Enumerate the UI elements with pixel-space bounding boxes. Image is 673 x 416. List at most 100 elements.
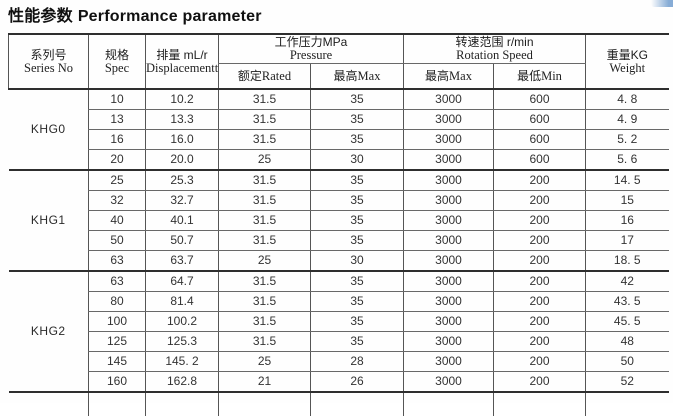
- data-cell: 600: [492, 149, 586, 171]
- header-spec: 规格 Spec: [88, 34, 146, 90]
- data-cell: 48: [585, 331, 669, 352]
- data-cell: 200: [492, 230, 586, 251]
- data-cell: 30: [310, 149, 404, 171]
- data-cell: 31.5: [218, 210, 311, 231]
- header-rotation-min: 最低Min: [492, 63, 586, 90]
- data-cell: 4. 9: [585, 109, 669, 130]
- series-cell: KHG1: [8, 170, 89, 272]
- data-cell: 200: [492, 271, 586, 292]
- data-cell: 35: [310, 271, 404, 292]
- table-row: 80 81.4 31.5 35 3000 200 43. 5: [9, 291, 669, 312]
- data-cell: 162.8: [145, 371, 219, 393]
- table-row: 16 16.0 31.5 35 3000 600 5. 2: [9, 129, 669, 150]
- data-cell: 3000: [403, 271, 494, 292]
- data-cell: 100: [88, 311, 146, 332]
- data-cell: 25: [218, 250, 311, 272]
- data-cell: 63.7: [145, 250, 219, 272]
- data-cell: 20: [88, 149, 146, 171]
- empty-cell: [585, 392, 669, 416]
- data-cell: 35: [310, 109, 404, 130]
- data-cell: 3000: [403, 170, 494, 191]
- table-row: 160 162.8 21 26 3000 200 52: [9, 371, 669, 393]
- data-cell: 63: [88, 250, 146, 272]
- data-cell: 20.0: [145, 149, 219, 171]
- data-cell: 15: [585, 190, 669, 211]
- data-cell: 125.3: [145, 331, 219, 352]
- empty-cell: [310, 392, 404, 416]
- data-cell: 31.5: [218, 190, 311, 211]
- header-rotation-max: 最高Max: [403, 63, 494, 90]
- data-cell: 31.5: [218, 271, 311, 292]
- series-cell: KHG0: [8, 89, 89, 171]
- data-cell: 16.0: [145, 129, 219, 150]
- data-cell: 35: [310, 230, 404, 251]
- header-pressure-max: 最高Max: [310, 63, 404, 90]
- data-cell: 28: [310, 351, 404, 372]
- empty-cell: [88, 392, 146, 416]
- data-cell: 200: [492, 311, 586, 332]
- table-row: 13 13.3 31.5 35 3000 600 4. 9: [9, 109, 669, 130]
- header-displacement: 排量 mL/r Displacementt: [145, 34, 219, 90]
- empty-cell: [218, 392, 311, 416]
- table-row: 125 125.3 31.5 35 3000 200 48: [9, 331, 669, 352]
- data-cell: 30: [310, 250, 404, 272]
- table-row: 63 63.7 25 30 3000 200 18. 5: [9, 250, 669, 272]
- header-pressure-group: 工作压力MPa Pressure: [218, 34, 404, 64]
- page-title-en: Performance parameter: [77, 8, 262, 25]
- data-cell: 52: [585, 371, 669, 393]
- data-cell: 18. 5: [585, 250, 669, 272]
- scan-artifact-mark: [651, 0, 673, 7]
- data-cell: 3000: [403, 129, 494, 150]
- data-cell: 35: [310, 129, 404, 150]
- data-cell: 3000: [403, 351, 494, 372]
- series-cell: KHG2: [8, 271, 89, 393]
- table-body: KHG0 10 10.2 31.5 35 3000 600 4. 8 13 13.3 31.5 35 3…: [8, 89, 669, 416]
- data-cell: 10.2: [145, 89, 219, 110]
- data-cell: 40: [88, 210, 146, 231]
- page-title: 性能参数 Performance parameter: [8, 2, 262, 26]
- data-cell: 200: [492, 331, 586, 352]
- data-cell: 32: [88, 190, 146, 211]
- table-row: KHG1 25 25.3 31.5 35 3000 200 14. 5: [8, 170, 669, 272]
- data-cell: 31.5: [218, 230, 311, 251]
- scanned-datasheet-page: 性能参数 Performance parameter 系列号 Series No …: [8, 0, 673, 416]
- data-cell: 25: [218, 149, 311, 171]
- data-cell: 10: [88, 89, 146, 110]
- data-cell: 35: [310, 89, 404, 110]
- data-cell: 600: [492, 89, 586, 110]
- data-cell: 3000: [403, 149, 494, 171]
- empty-cell: [403, 392, 494, 416]
- data-cell: 3000: [403, 109, 494, 130]
- data-cell: 145. 2: [145, 351, 219, 372]
- header-series: 系列号 Series No: [8, 34, 89, 90]
- data-cell: 600: [492, 129, 586, 150]
- data-cell: 21: [218, 371, 311, 393]
- data-cell: 31.5: [218, 170, 311, 191]
- data-cell: 32.7: [145, 190, 219, 211]
- header-rotation-group: 转速范围 r/min Rotation Speed: [402, 34, 586, 64]
- data-cell: 50: [585, 351, 669, 372]
- table-row-empty: [9, 392, 669, 416]
- data-cell: 145: [88, 351, 146, 372]
- data-cell: 200: [492, 250, 586, 272]
- data-cell: 125: [88, 331, 146, 352]
- data-cell: 4. 8: [585, 89, 669, 110]
- data-cell: 3000: [403, 250, 494, 272]
- data-cell: 35: [310, 210, 404, 231]
- data-cell: 160: [88, 371, 146, 393]
- table-row: KHG0 10 10.2 31.5 35 3000 600 4. 8: [8, 89, 669, 171]
- data-cell: 31.5: [218, 291, 311, 312]
- data-cell: 3000: [403, 291, 494, 312]
- data-cell: 35: [310, 190, 404, 211]
- data-cell: 200: [492, 351, 586, 372]
- data-cell: 40.1: [145, 210, 219, 231]
- data-cell: 80: [88, 291, 146, 312]
- data-cell: 50: [88, 230, 146, 251]
- data-cell: 3000: [403, 331, 494, 352]
- data-cell: 3000: [403, 230, 494, 251]
- data-cell: 25: [218, 351, 311, 372]
- data-cell: 42: [585, 271, 669, 292]
- data-cell: 200: [492, 170, 586, 191]
- data-cell: 17: [585, 230, 669, 251]
- data-cell: 3000: [403, 371, 494, 393]
